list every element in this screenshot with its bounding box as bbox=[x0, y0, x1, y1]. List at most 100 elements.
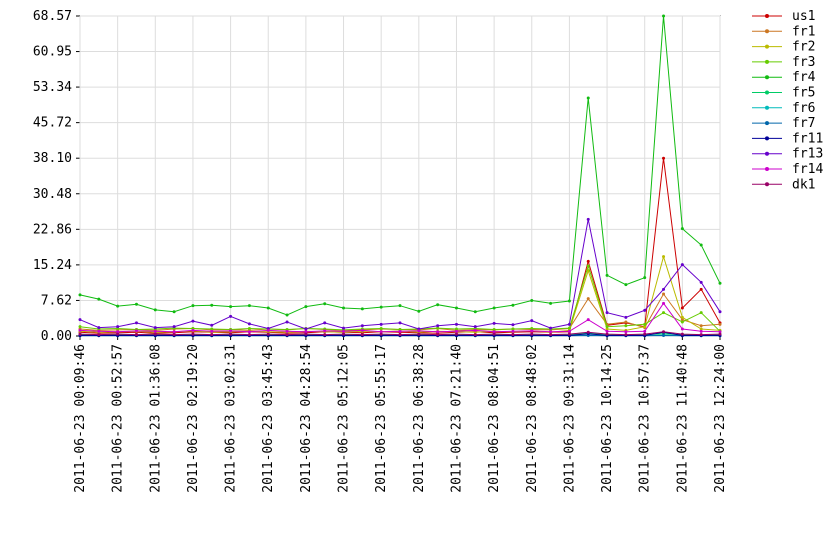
data-point bbox=[78, 318, 82, 322]
x-tick-label: 2011-06-23 08:04:51 bbox=[487, 344, 502, 493]
x-tick-label: 2011-06-23 06:38:28 bbox=[412, 344, 427, 493]
legend-label: fr1 bbox=[792, 24, 815, 39]
data-point bbox=[342, 329, 346, 333]
data-point bbox=[172, 333, 176, 337]
x-tick-label: 2011-06-23 03:02:31 bbox=[224, 344, 239, 493]
data-point bbox=[97, 333, 101, 337]
data-point bbox=[134, 329, 138, 333]
x-tick-label: 2011-06-23 11:40:48 bbox=[675, 344, 690, 493]
data-point bbox=[116, 325, 120, 329]
data-point bbox=[624, 315, 628, 319]
data-point bbox=[134, 302, 138, 306]
data-point bbox=[586, 330, 590, 334]
data-point bbox=[492, 330, 496, 334]
data-point bbox=[680, 263, 684, 267]
data-point bbox=[116, 330, 120, 334]
data-point bbox=[247, 304, 251, 308]
data-point bbox=[285, 333, 289, 337]
data-point bbox=[530, 329, 534, 333]
data-point bbox=[210, 333, 214, 337]
data-point bbox=[454, 332, 458, 336]
legend-marker bbox=[765, 44, 769, 49]
data-point bbox=[191, 328, 195, 332]
data-point bbox=[266, 328, 270, 332]
data-point bbox=[662, 14, 666, 18]
data-point bbox=[191, 304, 195, 308]
data-point bbox=[643, 322, 647, 326]
data-point bbox=[247, 322, 251, 326]
y-tick-label: 22.86 bbox=[33, 222, 72, 237]
data-point bbox=[511, 323, 515, 327]
legend-label: fr4 bbox=[792, 70, 816, 85]
data-point bbox=[662, 156, 666, 160]
data-point bbox=[549, 301, 553, 305]
x-tick-label: 2011-06-23 05:12:05 bbox=[337, 344, 352, 493]
data-point bbox=[586, 297, 590, 301]
data-point bbox=[718, 332, 722, 336]
data-point bbox=[97, 326, 101, 330]
data-point bbox=[680, 318, 684, 322]
data-point bbox=[624, 330, 628, 334]
data-point bbox=[210, 329, 214, 333]
data-point bbox=[229, 314, 233, 318]
series-line bbox=[79, 219, 721, 330]
data-point bbox=[605, 329, 609, 333]
data-point bbox=[549, 330, 553, 334]
data-point bbox=[247, 330, 251, 334]
data-point bbox=[662, 301, 666, 305]
data-point bbox=[304, 330, 308, 334]
data-point bbox=[680, 320, 684, 324]
data-point bbox=[454, 329, 458, 333]
data-point bbox=[360, 324, 364, 328]
data-point bbox=[191, 319, 195, 323]
legend-marker bbox=[765, 14, 769, 18]
legend-marker bbox=[765, 151, 769, 156]
x-tick-label: 2011-06-23 09:31:14 bbox=[562, 344, 577, 493]
y-tick-label: 60.95 bbox=[33, 45, 72, 60]
legend-label: dk1 bbox=[792, 177, 815, 192]
data-point bbox=[680, 327, 684, 331]
data-point bbox=[511, 329, 515, 333]
data-point bbox=[492, 332, 496, 336]
data-point bbox=[247, 333, 251, 337]
data-point bbox=[643, 308, 647, 312]
data-point bbox=[643, 329, 647, 333]
data-point bbox=[116, 332, 120, 336]
data-point bbox=[153, 332, 157, 336]
data-point bbox=[699, 287, 703, 291]
y-tick-label: 68.57 bbox=[33, 9, 72, 24]
data-point bbox=[567, 326, 571, 330]
data-point bbox=[247, 327, 251, 331]
data-point bbox=[530, 319, 534, 323]
x-tick-label: 2011-06-23 01:36:08 bbox=[148, 344, 163, 493]
data-point bbox=[172, 325, 176, 329]
data-point bbox=[379, 305, 383, 309]
data-point bbox=[398, 304, 402, 308]
data-point bbox=[473, 333, 477, 337]
data-point bbox=[492, 327, 496, 331]
data-point bbox=[605, 273, 609, 277]
data-point bbox=[718, 330, 722, 334]
data-point bbox=[285, 320, 289, 324]
legend-label: fr13 bbox=[792, 147, 823, 162]
data-point bbox=[718, 281, 722, 285]
y-tick-label: 15.24 bbox=[33, 258, 72, 273]
data-point bbox=[586, 96, 590, 100]
x-tick-label: 2011-06-23 02:19:20 bbox=[186, 344, 201, 493]
series-line bbox=[79, 293, 721, 331]
data-point bbox=[492, 306, 496, 310]
y-tick-label: 53.34 bbox=[33, 80, 72, 95]
data-point bbox=[586, 318, 590, 322]
data-point bbox=[304, 327, 308, 331]
legend-label: fr2 bbox=[792, 40, 815, 55]
data-point bbox=[172, 310, 176, 314]
data-point bbox=[530, 332, 534, 336]
data-point bbox=[473, 310, 477, 314]
data-point bbox=[511, 303, 515, 307]
y-tick-label: 0.00 bbox=[41, 329, 72, 344]
data-point bbox=[680, 315, 684, 319]
data-point bbox=[134, 333, 138, 337]
data-point bbox=[78, 332, 82, 336]
data-point bbox=[436, 326, 440, 330]
data-point bbox=[530, 327, 534, 331]
